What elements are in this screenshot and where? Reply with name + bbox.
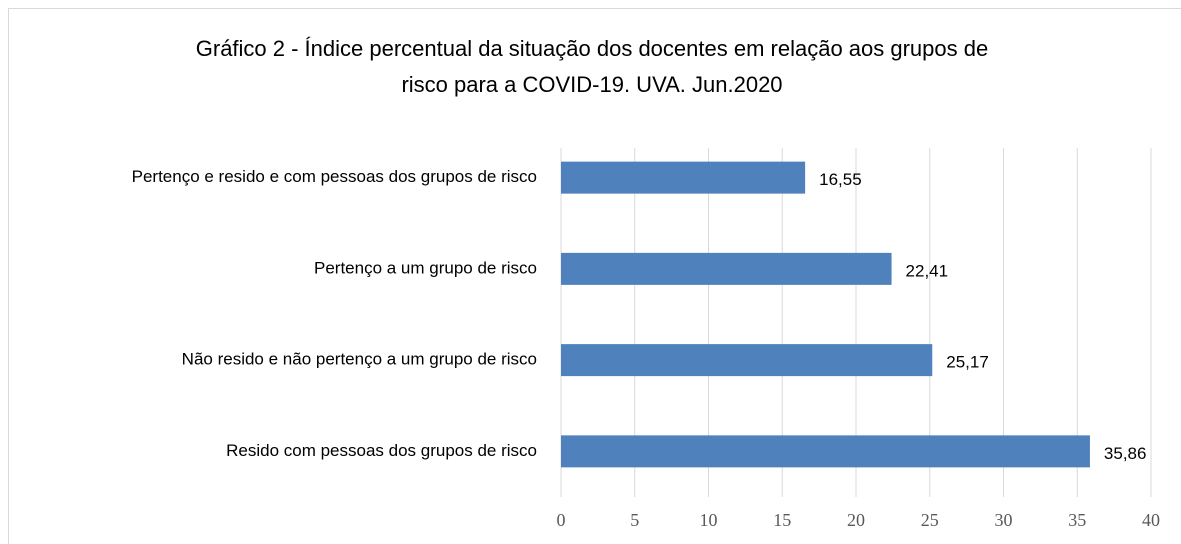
x-tick-label: 20	[847, 510, 865, 530]
y-tick-label: Pertenço e resido e com pessoas dos grup…	[132, 167, 537, 186]
bar	[561, 161, 806, 194]
x-tick-label: 5	[630, 510, 639, 530]
x-tick-label: 15	[773, 510, 791, 530]
y-tick-label: Resido com pessoas dos grupos de risco	[226, 441, 537, 460]
x-tick-label: 25	[921, 510, 939, 530]
data-label: 25,17	[946, 353, 989, 372]
bar	[561, 344, 933, 377]
x-tick-label: 10	[700, 510, 718, 530]
x-tick-label: 0	[557, 510, 566, 530]
x-tick-label: 30	[995, 510, 1013, 530]
bar	[561, 252, 892, 285]
data-label: 22,41	[906, 261, 949, 280]
data-label: 35,86	[1104, 444, 1147, 463]
chart-title: Gráfico 2 - Índice percentual da situaçã…	[196, 36, 988, 61]
chart-title: risco para a COVID-19. UVA. Jun.2020	[401, 72, 782, 97]
x-tick-label: 35	[1068, 510, 1086, 530]
y-tick-label: Não resido e não pertenço a um grupo de …	[182, 350, 537, 369]
data-label: 16,55	[819, 170, 862, 189]
x-tick-label: 40	[1142, 510, 1160, 530]
bar	[561, 435, 1090, 468]
y-tick-label: Pertenço a um grupo de risco	[314, 258, 537, 277]
